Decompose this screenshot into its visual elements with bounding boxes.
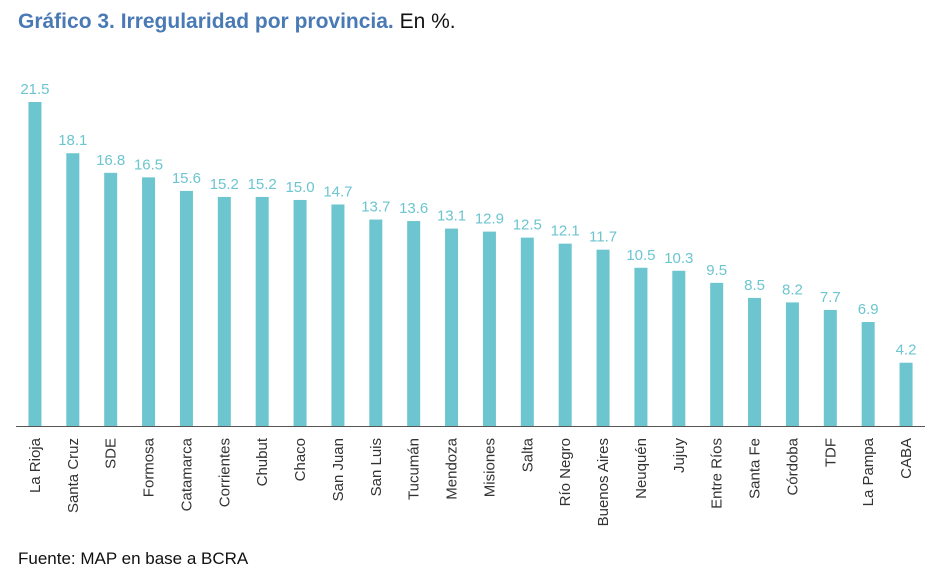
bar: [823, 309, 837, 426]
x-tick-label: San Luis: [368, 438, 385, 496]
data-label: 4.2: [896, 342, 917, 359]
bar: [558, 243, 572, 426]
x-tick-label: Río Negro: [557, 438, 574, 506]
bar: [217, 196, 231, 426]
data-label: 13.1: [437, 208, 466, 225]
x-tick-label: TDF: [822, 438, 839, 467]
bar: [369, 219, 383, 426]
bar: [66, 153, 80, 426]
bar: [596, 249, 610, 426]
data-label: 8.5: [744, 277, 765, 294]
data-label: 10.5: [626, 247, 655, 264]
bar: [672, 270, 686, 426]
x-tick-label: SDE: [103, 438, 120, 469]
x-tick-label: La Rioja: [27, 437, 44, 493]
data-label: 15.2: [210, 176, 239, 193]
bar: [179, 190, 193, 426]
x-tick-label: Catamarca: [178, 437, 195, 511]
x-tick-label: Formosa: [141, 437, 158, 497]
bar: [748, 297, 762, 426]
chart-title-main: Gráfico 3. Irregularidad por provincia.: [18, 10, 394, 33]
x-tick-label: La Pampa: [860, 437, 877, 506]
x-tick-label: Chaco: [292, 438, 309, 481]
bar: [407, 221, 421, 426]
x-tick-label: Santa Cruz: [65, 438, 82, 513]
chart-subtitle: En %.: [399, 10, 456, 33]
data-label: 15.2: [248, 176, 277, 193]
source-note: Fuente: MAP en base a BCRA: [18, 549, 249, 568]
bar: [899, 362, 913, 426]
bar: [331, 204, 345, 426]
bar: [142, 177, 156, 426]
x-tick-label: Santa Fe: [747, 438, 764, 499]
data-label: 16.5: [134, 156, 163, 173]
x-tick-label: San Juan: [330, 438, 347, 501]
x-tick-label: Neuquén: [633, 438, 650, 499]
data-label: 12.1: [551, 223, 580, 240]
data-label: 16.8: [96, 152, 125, 169]
bar: [785, 302, 799, 426]
data-label: 21.5: [20, 81, 49, 98]
data-label: 13.6: [399, 200, 428, 217]
x-tick-label: Salta: [519, 437, 536, 472]
data-label: 10.3: [664, 250, 693, 267]
data-label: 11.7: [589, 229, 617, 246]
data-label: 15.0: [285, 179, 314, 196]
x-tick-label: Córdoba: [784, 437, 801, 495]
x-tick-label: CABA: [898, 438, 915, 479]
data-label: 18.1: [58, 132, 87, 149]
data-label: 6.9: [858, 301, 879, 318]
data-label: 13.7: [361, 199, 390, 216]
x-tick-label: Chubut: [254, 437, 271, 486]
data-label: 8.2: [782, 281, 803, 298]
bar: [634, 267, 648, 426]
bar: [28, 102, 42, 426]
x-tick-label: Misiones: [481, 438, 498, 497]
bar: [710, 282, 724, 426]
bar: [104, 172, 118, 426]
bar: [445, 228, 459, 426]
bar: [293, 199, 307, 426]
data-label: 12.9: [475, 211, 504, 228]
bar: [255, 196, 269, 426]
x-tick-label: Mendoza: [444, 437, 461, 499]
data-label: 7.7: [820, 289, 841, 306]
bar: [520, 237, 534, 426]
bar: [482, 231, 496, 426]
x-tick-label: Corrientes: [216, 438, 233, 507]
x-tick-label: Buenos Aires: [595, 438, 612, 526]
data-label: 15.6: [172, 170, 201, 187]
bar: [861, 322, 875, 426]
x-tick-label: Entre Ríos: [709, 438, 726, 509]
x-tick-label: Jujuy: [671, 438, 688, 474]
data-label: 14.7: [323, 183, 352, 200]
chart-title: Gráfico 3. Irregularidad por provincia. …: [18, 10, 456, 34]
x-tick-label: Tucumán: [406, 438, 423, 500]
data-label: 9.5: [706, 262, 727, 279]
data-label: 12.5: [513, 217, 542, 234]
